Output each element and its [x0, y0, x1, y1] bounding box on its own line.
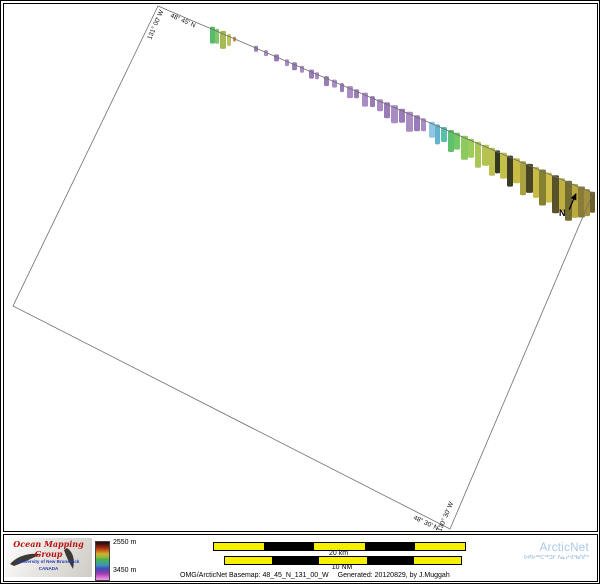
omg-country: CANADA [38, 566, 59, 571]
colorbar-bottom-label: 3450 m [113, 567, 137, 574]
omg-org: University of New Brunswick [17, 559, 80, 564]
arcticnet-syllabics: ᐅᑭᐅᖅᑕᖅᑐᒥ ᐱᓇᓱᐊᖃᑎᒌᑦ [523, 555, 589, 561]
arcticnet-logo: ArcticNet ᐅᑭᐅᖅᑕᖅᑐᒥ ᐱᓇᓱᐊᖃᑎᒌᑦ [524, 542, 589, 561]
bathymetry-swaths [210, 26, 595, 221]
label-lat-bottom: 48° 30' N [412, 514, 440, 531]
scalebar-nm [224, 556, 462, 565]
scalebar-segment [414, 543, 466, 550]
whale-art [10, 548, 74, 569]
scalebar-nm-label: 10 NM [331, 564, 353, 571]
scalebar-segment [319, 557, 367, 564]
omg-logo: Ocean Mapping Group University of New Br… [5, 538, 92, 577]
scalebar-segment [413, 557, 462, 564]
arcticnet-name: ArcticNet [539, 542, 589, 554]
scalebar-segment [314, 543, 365, 550]
north-arrow: N [559, 192, 577, 218]
omg-title: Ocean Mapping Group [13, 539, 84, 559]
tile-boundary [12, 5, 594, 530]
scalebar-segment [225, 557, 273, 564]
caption-basemap: OMG/ArcticNet Basemap: 48_45_N_131_00_W [180, 572, 329, 579]
scalebar-km [213, 542, 466, 551]
map-svg: 48° 45' N 131° 00' W 48° 30' N 130° 30' … [12, 5, 595, 531]
scalebar-segment [364, 543, 415, 550]
map-canvas: 48° 45' N 131° 00' W 48° 30' N 130° 30' … [3, 3, 598, 532]
map-caption: OMG/ArcticNet Basemap: 48_45_N_131_00_W G… [180, 572, 459, 579]
label-lat-top: 48° 45' N [169, 11, 197, 29]
north-arrow-icon [568, 192, 577, 210]
footer-panel: Ocean Mapping Group University of New Br… [3, 534, 598, 582]
scalebar-segment [366, 557, 414, 564]
scalebar-segment [214, 543, 265, 550]
scalebar-km-label: 20 km [328, 550, 349, 557]
colorbar-top-label: 2550 m [113, 539, 137, 546]
scalebar-segment [272, 557, 320, 564]
scalebar-segment [264, 543, 315, 550]
depth-colorbar [95, 541, 110, 581]
label-lon-left: 131° 00' W [145, 8, 165, 41]
label-lon-right: 130° 30' W [435, 500, 455, 531]
north-label: N [559, 208, 566, 218]
caption-generated: Generated: 20120829, by J.Muggah [337, 572, 450, 579]
